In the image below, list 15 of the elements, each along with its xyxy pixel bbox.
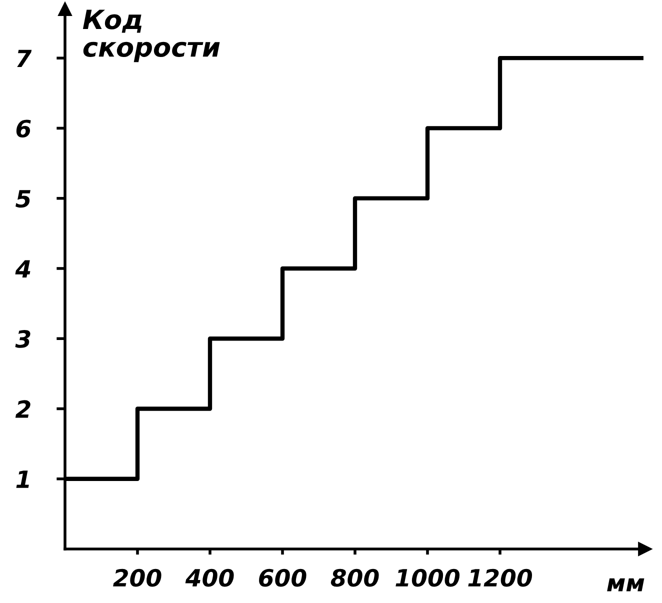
y-tick-label: 3: [15, 330, 30, 348]
x-tick-label: 1200: [468, 568, 532, 587]
y-tick-label: 4: [15, 260, 30, 278]
x-tick-label: 800: [330, 568, 379, 587]
y-tick-label: 6: [16, 120, 31, 138]
x-tick-label: 400: [185, 568, 234, 587]
x-tick-label: 600: [259, 568, 306, 587]
y-axis-title: Код скорости: [82, 10, 220, 62]
x-axis-title: мм: [607, 578, 644, 592]
x-tick-label: 1000: [396, 568, 460, 587]
y-tick-label: 1: [16, 470, 29, 488]
y-tick-label: 7: [17, 50, 32, 68]
y-tick-label: 2: [15, 400, 30, 418]
x-tick-label: 200: [113, 568, 162, 587]
y-tick-label: 5: [16, 190, 30, 208]
